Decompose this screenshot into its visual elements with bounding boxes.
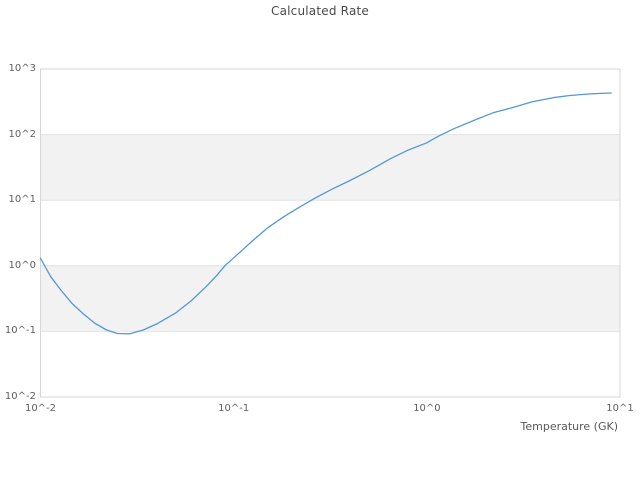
decade-band [40,134,620,201]
decade-band [40,265,620,332]
x-axis-title: Temperature (GK) [520,420,619,433]
y-tick-label: 10^3 [8,63,36,74]
y-tick-label: 10^0 [8,259,36,271]
rate-curve [39,92,612,335]
x-tick-label: 10^-2 [24,403,57,414]
y-tick-label: 10^-2 [4,391,36,402]
y-tick-label: 10^1 [8,194,36,206]
x-tick-label: 10^-1 [218,403,250,414]
chart-title: Calculated Rate [271,4,369,18]
y-tick-label: 10^-1 [4,325,36,337]
x-tick-label: 10^1 [606,403,634,414]
y-tick-label: 10^2 [8,128,36,140]
x-tick-label: 10^0 [413,403,441,414]
plot-border [40,68,621,398]
